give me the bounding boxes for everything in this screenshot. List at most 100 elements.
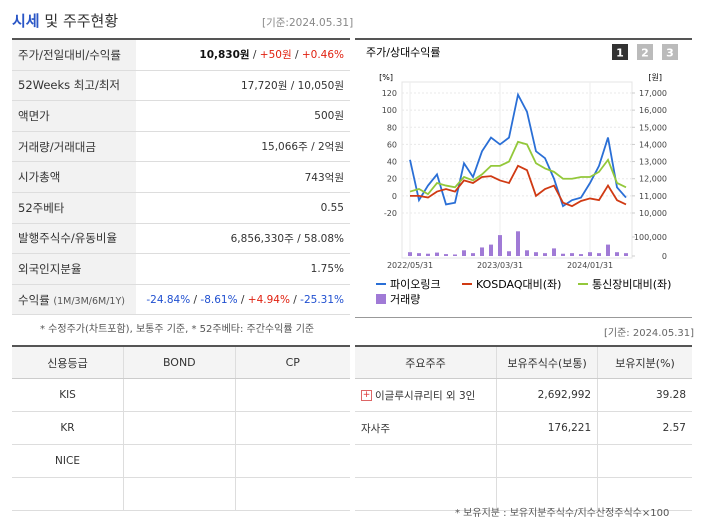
label-cell: 시가총액 <box>12 161 136 193</box>
volume-bar <box>489 244 493 256</box>
row: 수익률 (1M/3M/6M/1Y) -24.84% / -8.61% / +4.9… <box>12 284 350 316</box>
label: 거래량/거래대금 <box>18 139 96 154</box>
volume-bar <box>606 244 610 256</box>
row: + 이글루시큐리티 외 3인 2,692,992 39.28 <box>355 378 692 412</box>
holders-table: 주요주주 보유주식수(보통) 보유지분(%) + 이글루시큐리티 외 3인 2,692,9… <box>355 345 692 511</box>
value: -8.61% <box>200 293 238 306</box>
y2-tick-label: 15,000 <box>639 123 667 132</box>
header-row: 주요주주 보유주식수(보통) 보유지분(%) <box>355 346 692 379</box>
basis: [기준:2024.05.31] <box>262 17 354 29</box>
row: 액면가 500원 <box>12 100 350 132</box>
value: +0.46% <box>301 49 344 62</box>
row: 52Weeks 최고/최저 17,720원 / 10,050원 <box>12 70 350 102</box>
sep: / <box>291 49 302 62</box>
cell-text: 39.28 <box>655 389 686 401</box>
chart: 주가/상대수익률 1 2 3 [%] [원] -20 0 20 40 60 80 100 120 10,00… <box>366 44 678 306</box>
cell: NICE <box>12 444 124 478</box>
cell <box>234 411 350 445</box>
label-cell: 거래량/거래대금 <box>12 131 136 163</box>
cell <box>496 477 598 511</box>
volume-bar <box>543 253 547 256</box>
volume-bar <box>462 250 466 256</box>
y-tick-label: 120 <box>382 89 397 98</box>
y-tick-label: 100 <box>382 106 397 115</box>
sep: / <box>293 232 304 245</box>
value-cell: 10,830원 / +50원 / +0.46% <box>136 39 350 71</box>
column-header: 주요주주 <box>355 346 497 379</box>
empty-row <box>355 477 692 511</box>
series-line <box>409 92 627 208</box>
y2-tick-label: 11,000 <box>639 192 667 201</box>
volume-bar <box>552 248 556 256</box>
volume-bar <box>498 235 502 256</box>
cell-text: 2.57 <box>662 422 686 434</box>
cell <box>234 444 350 478</box>
legend-swatch <box>376 294 386 304</box>
y2-tick-label: 17,000 <box>639 89 667 98</box>
y-tick-label: 80 <box>387 123 397 132</box>
label-cell: 52Weeks 최고/최저 <box>12 70 136 102</box>
y-tick-label: 40 <box>387 158 397 167</box>
value: 15,066주 <box>261 141 308 154</box>
sep: / <box>287 79 298 92</box>
tab <box>612 44 628 60</box>
y2-unit: [원] <box>648 73 662 82</box>
cell <box>355 444 497 478</box>
column-header: CP <box>234 346 350 379</box>
cell-text: 이글루시큐리티 외 3인 <box>375 389 476 402</box>
y-tick-label: -20 <box>384 209 397 218</box>
empty-row <box>12 477 350 511</box>
tab <box>662 44 678 60</box>
volume-bar <box>408 252 412 256</box>
value: 0.55 <box>320 201 344 214</box>
chart-panel <box>355 38 692 318</box>
sublabel: (1M/3M/6M/1Y) <box>53 295 125 307</box>
cell <box>355 477 497 511</box>
label-cell: 발행주식수/유동비율 <box>12 223 136 255</box>
legend-label: 거래량 <box>390 293 420 306</box>
value-cell: 1.75% <box>136 253 350 285</box>
legend-label: KOSDAQ대비(좌) <box>476 278 561 291</box>
tab <box>637 44 653 60</box>
y2-tick-label: 16,000 <box>639 106 667 115</box>
volume-bar <box>417 253 421 256</box>
value: 6,856,330주 <box>230 232 294 245</box>
row: 52주베타 0.55 <box>12 192 350 224</box>
value: 10,830원 <box>199 49 250 62</box>
plot-frame <box>401 81 633 259</box>
value-cell: -24.84% / -8.61% / +4.94% / -25.31% <box>136 284 350 316</box>
tab-label[interactable]: 2 <box>641 47 649 60</box>
volume-bar <box>579 254 583 256</box>
tab-label[interactable]: 1 <box>616 47 624 60</box>
value: 10,050원 <box>297 79 344 92</box>
cell: 2.57 <box>597 411 692 445</box>
tab-label[interactable]: 3 <box>666 47 674 60</box>
row: NICE <box>12 444 350 478</box>
value: 58.08% <box>303 232 344 245</box>
row: 외국인지분율 1.75% <box>12 253 350 285</box>
cell-text: NICE <box>55 455 80 467</box>
expand-icon: + <box>361 390 372 401</box>
cell <box>234 477 350 511</box>
column-header: 보유주식수(보통) <box>496 346 598 379</box>
label: 52Weeks 최고/최저 <box>18 78 120 93</box>
row: 시가총액 743억원 <box>12 161 350 193</box>
cell <box>597 444 692 478</box>
volume-bar <box>426 253 430 256</box>
volume-bar <box>453 254 457 256</box>
value-cell: 500원 <box>136 100 350 132</box>
volume-bar <box>570 253 574 256</box>
cell-text: KIS <box>59 389 76 401</box>
label-cell: 52주베타 <box>12 192 136 224</box>
cell: 자사주 <box>355 411 497 445</box>
x-tick-label: 2023/03/31 <box>477 261 523 270</box>
y2-tick-label: 12,000 <box>639 175 667 184</box>
cell: 2,692,992 <box>496 378 598 412</box>
cell <box>123 378 236 412</box>
column-header: 신용등급 <box>12 346 124 379</box>
cell: 39.28 <box>597 378 692 412</box>
volume-bar <box>471 253 475 256</box>
value-cell: 743억원 <box>136 161 350 193</box>
volume-bar <box>615 252 619 256</box>
